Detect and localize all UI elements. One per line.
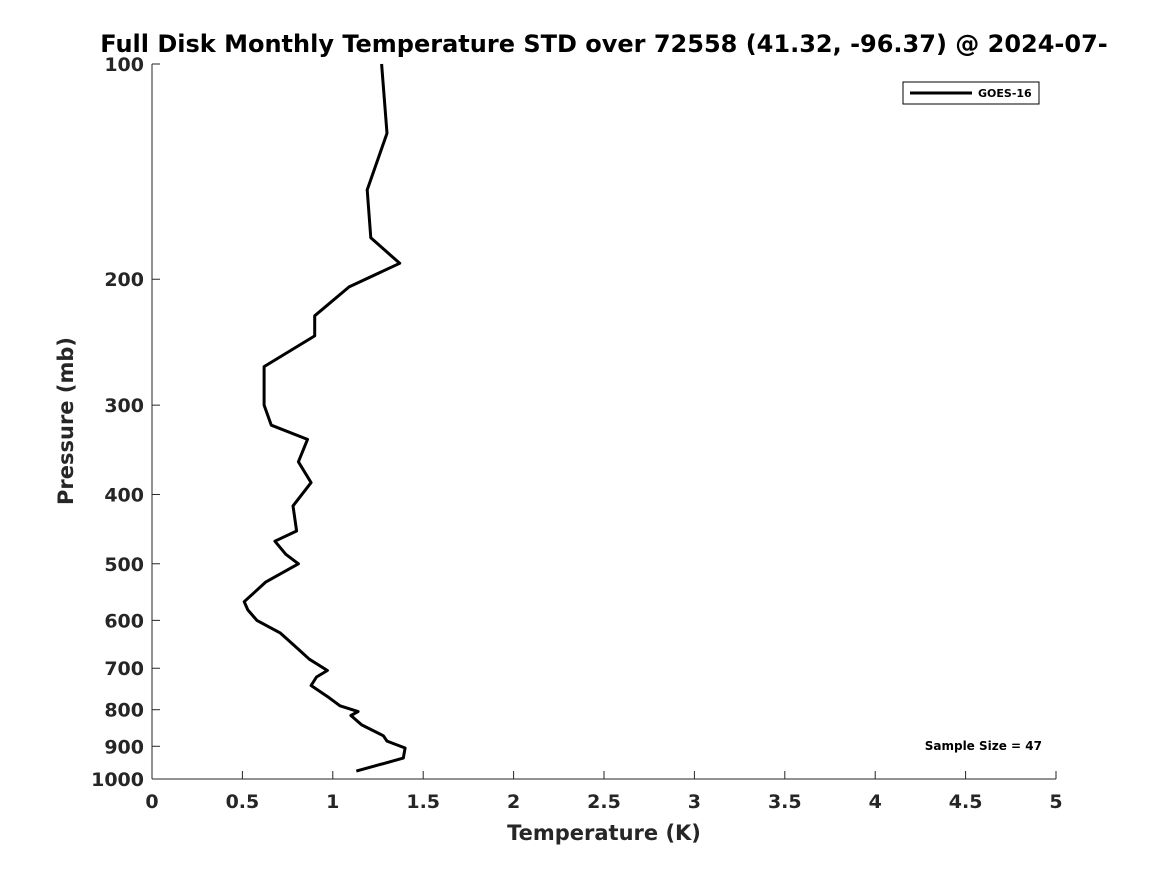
y-tick-label: 600 [104,610,144,632]
x-tick-label: 2 [507,791,520,813]
x-tick-label: 0.5 [226,791,260,813]
x-axis-label: Temperature (K) [507,821,701,845]
y-tick-label: 200 [104,269,144,291]
y-tick-label: 400 [104,484,144,506]
y-tick-label: 300 [104,395,144,417]
x-tick-label: 1 [326,791,339,813]
y-tick-label: 700 [104,658,144,680]
x-tick-label: 2.5 [587,791,621,813]
y-tick-label: 800 [104,700,144,722]
x-tick-label: 3 [688,791,701,813]
x-tick-label: 0 [145,791,158,813]
y-tick-label: 100 [104,54,144,76]
sample-size-annotation: Sample Size = 47 [925,739,1042,753]
y-tick-label: 500 [104,554,144,576]
y-axis-label: Pressure (mb) [54,337,78,505]
legend-label: GOES-16 [978,87,1032,100]
x-tick-label: 3.5 [768,791,802,813]
x-tick-label: 4 [869,791,882,813]
series-group [242,63,407,773]
y-tick-label: 900 [104,736,144,758]
x-tick-label: 4.5 [949,791,983,813]
x-tick-label: 5 [1049,791,1062,813]
y-ticks: 100 200 300 400 500 600 700 800 900 1000 [91,54,160,791]
series-line-goes-16 [242,63,407,773]
y-tick-label: 1000 [91,769,144,791]
x-tick-label: 1.5 [406,791,440,813]
x-ticks: 0 0.5 1 1.5 2 2.5 3 3.5 4 4.5 5 [145,771,1063,813]
chart-title: Full Disk Monthly Temperature STD over 7… [100,30,1107,58]
legend: GOES-16 [902,81,1040,105]
